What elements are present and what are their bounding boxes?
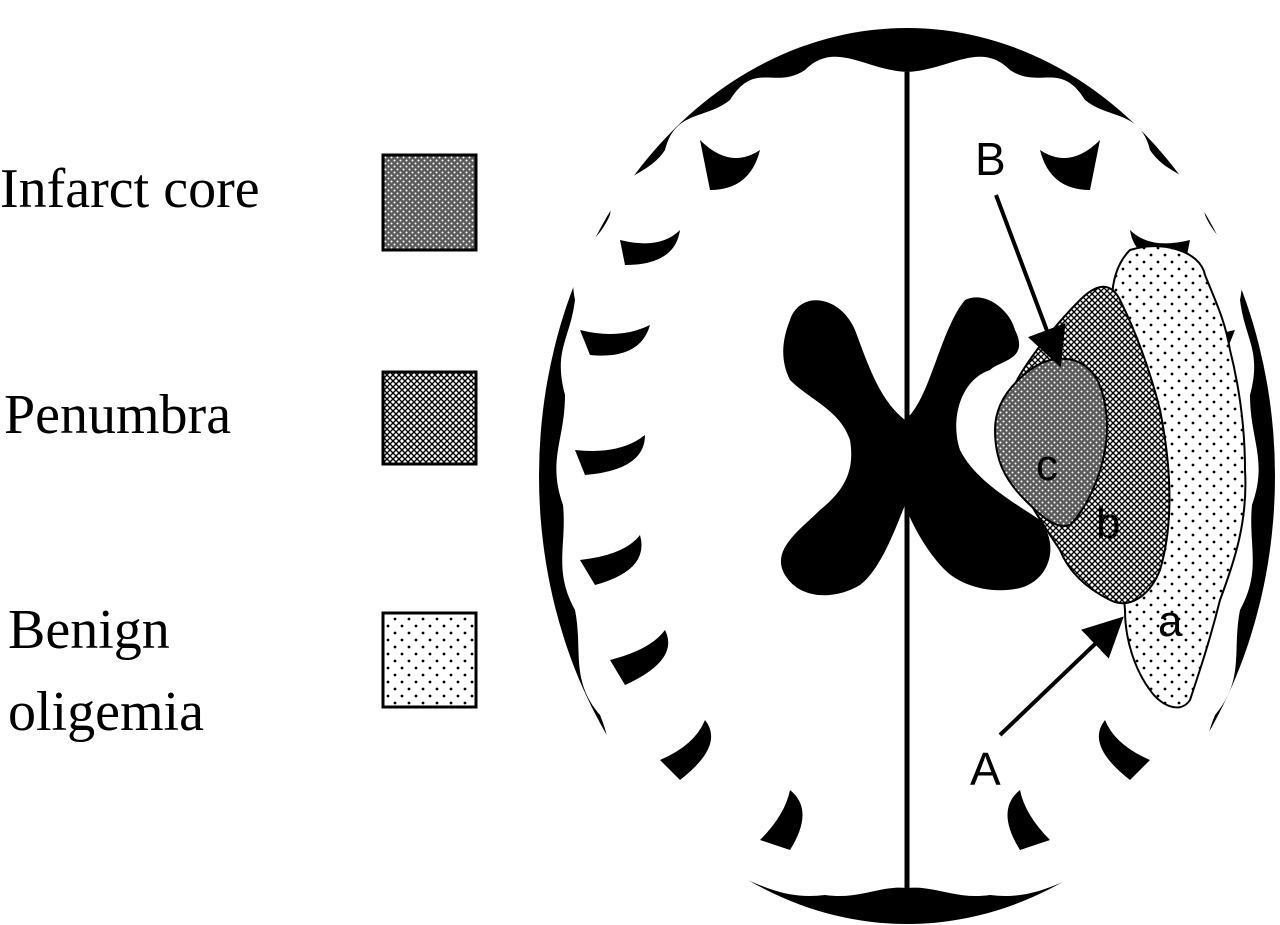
arrow-label-b: B [975, 133, 1006, 185]
legend-label-benign-line2: oligemia [8, 681, 204, 743]
arrow-label-a: A [970, 743, 1001, 795]
arrow-b [994, 194, 1066, 368]
legend-swatch-benign-oligemia [381, 611, 478, 709]
legend-item-benign-oligemia: Benign oligemia [8, 599, 478, 743]
region-label-penumbra: b [1096, 499, 1120, 548]
region-core [993, 357, 1108, 527]
brain [539, 28, 1275, 924]
legend-label-benign-line1: Benign [8, 599, 170, 661]
legend-item-infarct-core: Infarct core [0, 153, 478, 252]
legend-label-infarct-core: Infarct core [0, 158, 260, 220]
legend: Infarct core Penumbra Benign oligemia [0, 153, 478, 743]
ventricles [780, 297, 1051, 596]
legend-item-penumbra: Penumbra [4, 370, 478, 466]
arrow-a [998, 616, 1124, 737]
legend-label-penumbra: Penumbra [4, 384, 231, 446]
legend-swatch-infarct-core [381, 153, 478, 252]
arrows: B A [970, 133, 1124, 795]
legend-swatch-penumbra [381, 370, 478, 466]
region-label-oligemia: a [1158, 597, 1183, 646]
region-label-core: c [1036, 441, 1058, 490]
